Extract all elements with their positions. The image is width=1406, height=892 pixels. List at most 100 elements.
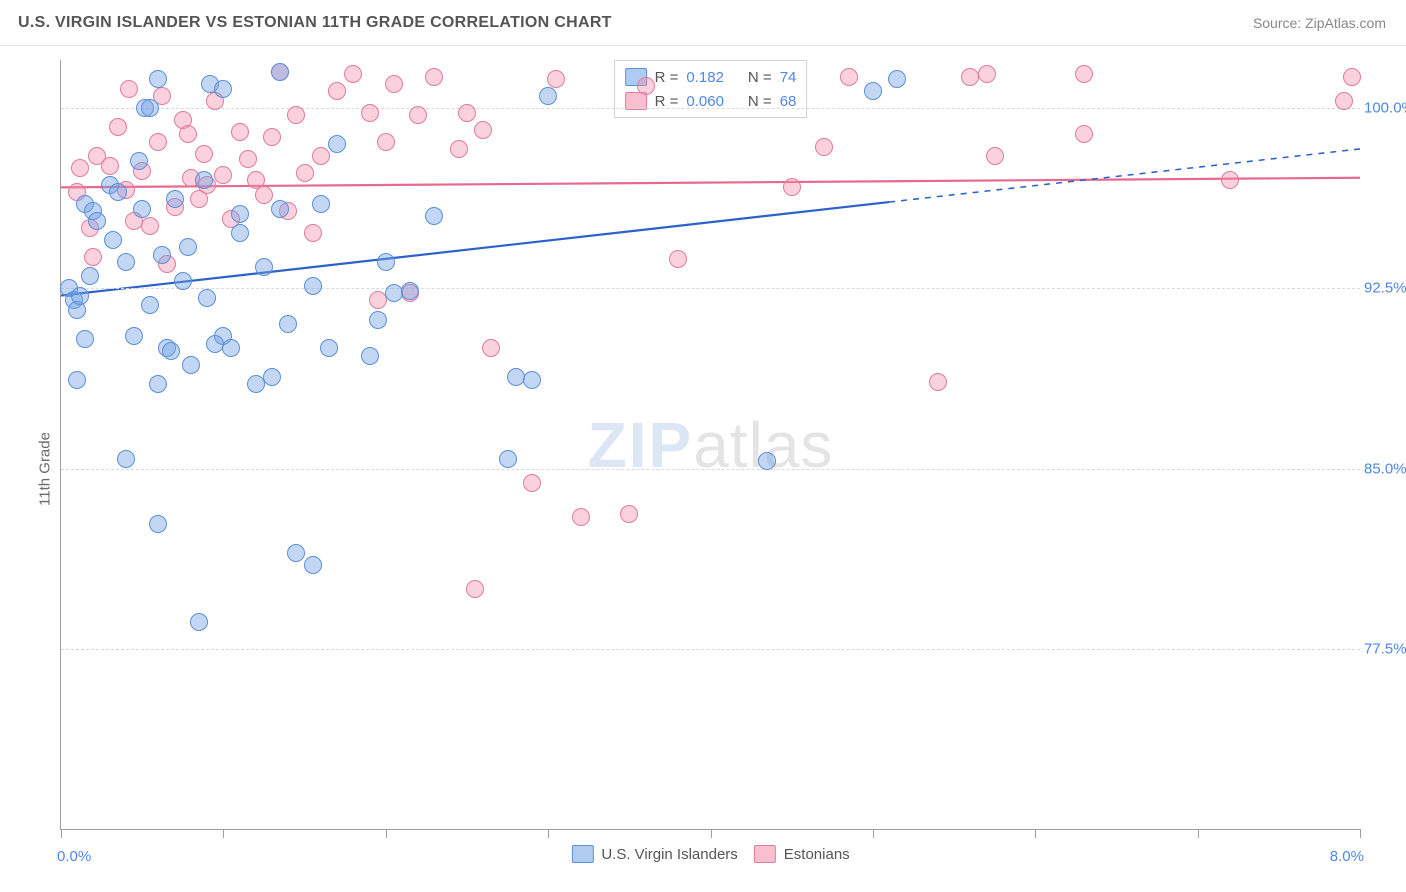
scatter-point-est [669,250,687,268]
scatter-point-est [1335,92,1353,110]
scatter-point-est [466,580,484,598]
r-value-est: 0.060 [686,93,724,110]
scatter-point-usvi [141,296,159,314]
x-tick [223,829,224,838]
scatter-point-usvi [304,556,322,574]
scatter-point-est [361,104,379,122]
r-label: R = [655,93,679,110]
scatter-point-est [1075,65,1093,83]
scatter-point-est [815,138,833,156]
scatter-point-est [929,373,947,391]
n-label: N = [748,93,772,110]
scatter-point-usvi [231,205,249,223]
scatter-point-usvi [141,99,159,117]
x-tick [1360,829,1361,838]
scatter-point-est [231,123,249,141]
scatter-point-usvi [198,289,216,307]
scatter-point-usvi [109,183,127,201]
grid-line [61,288,1360,289]
scatter-point-est [458,104,476,122]
x-tick [711,829,712,838]
scatter-point-est [141,217,159,235]
legend-label-est: Estonians [784,846,850,863]
grid-line [61,649,1360,650]
scatter-point-est [572,508,590,526]
scatter-point-est [523,474,541,492]
scatter-point-est [296,164,314,182]
scatter-point-est [620,505,638,523]
scatter-point-usvi [153,246,171,264]
scatter-point-usvi [263,368,281,386]
scatter-point-usvi [222,339,240,357]
scatter-point-usvi [190,613,208,631]
scatter-point-usvi [361,347,379,365]
chart-source: Source: ZipAtlas.com [1253,15,1386,31]
watermark-zip: ZIP [588,409,694,481]
x-tick [1198,829,1199,838]
scatter-point-est [287,106,305,124]
scatter-point-usvi [71,287,89,305]
scatter-point-est [474,121,492,139]
scatter-point-usvi [88,212,106,230]
scatter-point-est [101,157,119,175]
scatter-point-usvi [104,231,122,249]
swatch-usvi [571,845,593,863]
n-value-est: 68 [780,93,797,110]
scatter-point-est [214,166,232,184]
scatter-point-usvi [271,200,289,218]
scatter-point-est [377,133,395,151]
scatter-point-usvi [76,330,94,348]
scatter-point-usvi [149,70,167,88]
legend-item-est: Estonians [754,845,850,863]
scatter-point-est [1221,171,1239,189]
scatter-point-est [263,128,281,146]
scatter-point-usvi [507,368,525,386]
scatter-point-est [1343,68,1361,86]
scatter-point-usvi [425,207,443,225]
x-min-label: 0.0% [57,848,91,865]
y-tick-label: 77.5% [1364,640,1406,657]
scatter-point-usvi [255,258,273,276]
swatch-est [754,845,776,863]
scatter-point-est [961,68,979,86]
watermark: ZIPatlas [588,408,834,482]
scatter-point-est [637,77,655,95]
y-axis-label: 11th Grade [36,432,53,506]
r-value-usvi: 0.182 [686,69,724,86]
x-max-label: 8.0% [1330,848,1364,865]
x-tick [386,829,387,838]
scatter-point-est [195,145,213,163]
chart-body: 11th Grade ZIPatlas R = 0.182 N = 74 R =… [0,46,1406,892]
n-label: N = [748,69,772,86]
scatter-point-usvi [231,224,249,242]
scatter-point-usvi [130,152,148,170]
scatter-point-est [783,178,801,196]
n-value-usvi: 74 [780,69,797,86]
scatter-point-est [978,65,996,83]
scatter-point-usvi [174,272,192,290]
scatter-point-usvi [149,515,167,533]
scatter-point-usvi [214,80,232,98]
scatter-point-usvi [385,284,403,302]
legend-label-usvi: U.S. Virgin Islanders [601,846,737,863]
scatter-point-usvi [125,327,143,345]
scatter-point-usvi [81,267,99,285]
legend-series: U.S. Virgin Islanders Estonians [571,845,849,863]
scatter-point-est [385,75,403,93]
scatter-point-usvi [162,342,180,360]
scatter-point-est [179,125,197,143]
scatter-point-est [239,150,257,168]
scatter-point-usvi [377,253,395,271]
scatter-point-usvi [401,282,419,300]
x-tick [873,829,874,838]
scatter-point-usvi [328,135,346,153]
scatter-point-est [1075,125,1093,143]
scatter-point-usvi [304,277,322,295]
scatter-point-usvi [149,375,167,393]
scatter-point-est [149,133,167,151]
scatter-point-usvi [68,371,86,389]
scatter-point-est [547,70,565,88]
y-tick-label: 85.0% [1364,460,1406,477]
scatter-point-est [120,80,138,98]
scatter-point-usvi [523,371,541,389]
